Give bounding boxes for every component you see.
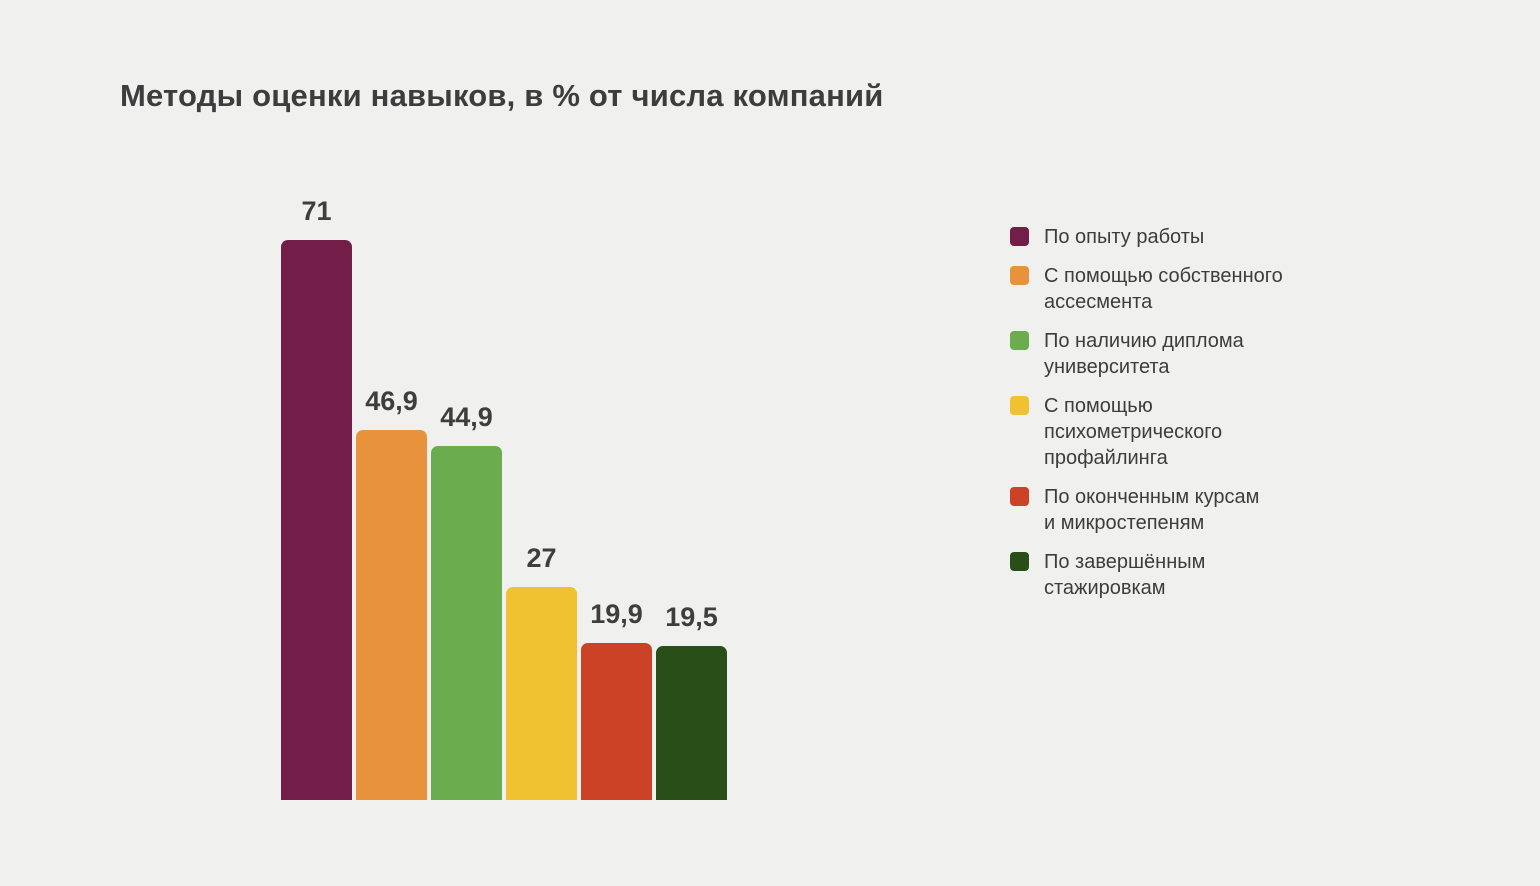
bar-value-label: 44,9 xyxy=(440,402,493,432)
bar-group: 19,5 xyxy=(656,602,727,800)
legend-color-swatch xyxy=(1010,266,1029,285)
legend-item: С помощью психометрического профайлинга xyxy=(1010,393,1283,471)
bar xyxy=(656,646,727,800)
legend-label: По оконченным курсам и микростепеням xyxy=(1044,486,1260,534)
legend-label: По опыту работы xyxy=(1044,226,1205,248)
bar-group: 27 xyxy=(506,543,577,800)
legend-color-swatch xyxy=(1010,227,1029,246)
legend-item: По оконченным курсам и микростепеням xyxy=(1010,484,1283,536)
bar xyxy=(281,240,352,800)
legend-color-swatch xyxy=(1010,331,1029,350)
legend-label: По наличию диплома университета xyxy=(1044,330,1244,378)
bar-value-label: 71 xyxy=(301,196,332,226)
legend-color-swatch xyxy=(1010,487,1029,506)
legend-label: По завершённым стажировкам xyxy=(1044,551,1206,599)
bar-group: 46,9 xyxy=(356,386,427,800)
bar-chart-plot-area: 71 46,9 44,9 27 19,9 19,5 xyxy=(281,196,727,800)
legend-label: С помощью психометрического профайлинга xyxy=(1044,395,1223,469)
bar-value-label: 27 xyxy=(526,543,557,573)
legend-color-swatch xyxy=(1010,552,1029,571)
bar-value-label: 19,5 xyxy=(665,602,718,632)
chart-title: Методы оценки навыков, в % от числа комп… xyxy=(120,78,884,113)
bar-value-label: 19,9 xyxy=(590,599,643,629)
bar-group: 71 xyxy=(281,196,352,800)
legend-item: По наличию диплома университета xyxy=(1010,328,1283,380)
legend-label: С помощью собственного ассесмента xyxy=(1044,265,1283,313)
bar xyxy=(506,587,577,800)
legend-item: По опыту работы xyxy=(1010,224,1283,250)
legend: По опыту работы С помощью собственного ас… xyxy=(1010,224,1283,601)
legend-item: По завершённым стажировкам xyxy=(1010,549,1283,601)
bar-value-label: 46,9 xyxy=(365,386,418,416)
legend-color-swatch xyxy=(1010,396,1029,415)
legend-item: С помощью собственного ассесмента xyxy=(1010,263,1283,315)
bar-group: 19,9 xyxy=(581,599,652,800)
bar xyxy=(431,446,502,800)
bar xyxy=(356,430,427,800)
bar xyxy=(581,643,652,800)
bar-group: 44,9 xyxy=(431,402,502,800)
